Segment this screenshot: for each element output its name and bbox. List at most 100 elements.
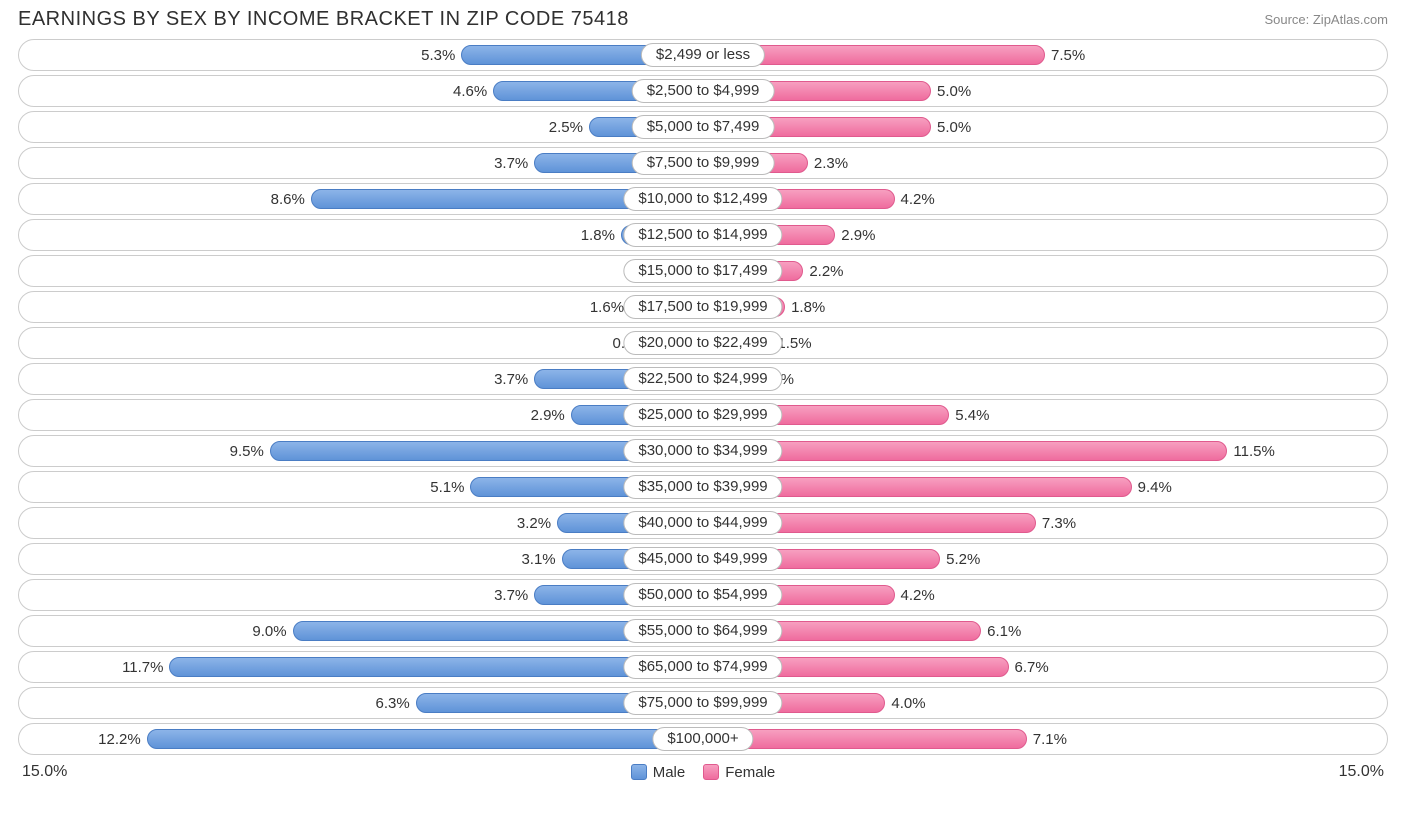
square-icon <box>631 764 647 780</box>
male-half: 0.92% <box>19 328 703 358</box>
female-half: 4.0% <box>703 688 1387 718</box>
chart-row: 3.7%4.2%$50,000 to $54,999 <box>18 579 1388 611</box>
legend-male: Male <box>631 764 686 781</box>
female-half: 5.4% <box>703 400 1387 430</box>
legend-female-label: Female <box>725 764 775 781</box>
male-pct-label: 3.1% <box>515 551 561 568</box>
chart-row: 5.1%9.4%$35,000 to $39,999 <box>18 471 1388 503</box>
category-pill: $2,499 or less <box>641 43 765 67</box>
chart-row: 3.7% 2.3% $7,500 to $9,999 <box>18 147 1388 179</box>
male-bar <box>147 729 703 749</box>
chart-row: 4.6% 5.0% $2,500 to $4,999 <box>18 75 1388 107</box>
male-pct-label: 2.9% <box>525 407 571 424</box>
category-pill: $2,500 to $4,999 <box>632 79 775 103</box>
male-half: 6.3% <box>19 688 703 718</box>
category-pill: $5,000 to $7,499 <box>632 115 775 139</box>
male-half: 3.1% <box>19 544 703 574</box>
chart-row: 3.7% 0.93%$22,500 to $24,999 <box>18 363 1388 395</box>
male-half: 0.52% <box>19 256 703 286</box>
female-pct-label: 5.4% <box>949 407 995 424</box>
female-half: 2.2% <box>703 256 1387 286</box>
category-pill: $22,500 to $24,999 <box>623 367 782 391</box>
category-pill: $75,000 to $99,999 <box>623 691 782 715</box>
female-half: 5.0% <box>703 112 1387 142</box>
female-pct-label: 7.1% <box>1027 731 1073 748</box>
male-pct-label: 5.1% <box>424 479 470 496</box>
legend: Male Female <box>67 764 1338 781</box>
male-pct-label: 4.6% <box>447 83 493 100</box>
male-pct-label: 3.7% <box>488 587 534 604</box>
category-pill: $45,000 to $49,999 <box>623 547 782 571</box>
chart-row: 3.1% 5.2% $45,000 to $49,999 <box>18 543 1388 575</box>
female-half: 1.8% <box>703 292 1387 322</box>
chart-title: EARNINGS BY SEX BY INCOME BRACKET IN ZIP… <box>18 8 629 31</box>
female-pct-label: 7.5% <box>1045 47 1091 64</box>
chart-row: 3.2% 7.3% $40,000 to $44,999 <box>18 507 1388 539</box>
category-pill: $10,000 to $12,499 <box>623 187 782 211</box>
male-pct-label: 3.7% <box>488 371 534 388</box>
female-half: 2.9% <box>703 220 1387 250</box>
male-pct-label: 8.6% <box>265 191 311 208</box>
female-pct-label: 2.3% <box>808 155 854 172</box>
female-pct-label: 4.2% <box>895 191 941 208</box>
female-pct-label: 4.2% <box>895 587 941 604</box>
male-pct-label: 9.0% <box>246 623 292 640</box>
category-pill: $40,000 to $44,999 <box>623 511 782 535</box>
female-half: 4.2% <box>703 580 1387 610</box>
male-half: 3.7% <box>19 580 703 610</box>
male-pct-label: 12.2% <box>92 731 147 748</box>
female-pct-label: 7.3% <box>1036 515 1082 532</box>
male-half: 3.7% <box>19 148 703 178</box>
male-pct-label: 3.2% <box>511 515 557 532</box>
female-half: 11.5% <box>703 436 1387 466</box>
male-half: 11.7% <box>19 652 703 682</box>
chart-source: Source: ZipAtlas.com <box>1264 12 1388 27</box>
female-half: 6.1% <box>703 616 1387 646</box>
female-pct-label: 6.1% <box>981 623 1027 640</box>
legend-male-label: Male <box>653 764 686 781</box>
male-half: 3.7% <box>19 364 703 394</box>
category-pill: $7,500 to $9,999 <box>632 151 775 175</box>
female-pct-label: 1.8% <box>785 299 831 316</box>
chart-row: 1.8% 2.9%$12,500 to $14,999 <box>18 219 1388 251</box>
male-pct-label: 6.3% <box>370 695 416 712</box>
female-pct-label: 9.4% <box>1132 479 1178 496</box>
female-pct-label: 5.2% <box>940 551 986 568</box>
category-pill: $15,000 to $17,499 <box>623 259 782 283</box>
male-half: 9.5% <box>19 436 703 466</box>
male-half: 9.0% <box>19 616 703 646</box>
female-half: 2.3% <box>703 148 1387 178</box>
chart-body: 5.3% 7.5% $2,499 or less 4.6% 5.0% $2,500 to … <box>0 35 1406 755</box>
male-half: 4.6% <box>19 76 703 106</box>
female-half: 7.3% <box>703 508 1387 538</box>
axis-left-max: 15.0% <box>22 763 67 781</box>
male-half: 12.2% <box>19 724 703 754</box>
male-half: 8.6% <box>19 184 703 214</box>
female-pct-label: 5.0% <box>931 83 977 100</box>
male-half: 2.9% <box>19 400 703 430</box>
female-pct-label: 6.7% <box>1009 659 1055 676</box>
male-pct-label: 1.8% <box>575 227 621 244</box>
female-half: 0.93% <box>703 364 1387 394</box>
category-pill: $65,000 to $74,999 <box>623 655 782 679</box>
female-half: 5.0% <box>703 76 1387 106</box>
category-pill: $55,000 to $64,999 <box>623 619 782 643</box>
male-pct-label: 5.3% <box>415 47 461 64</box>
chart-row: 9.0% 6.1% $55,000 to $64,999 <box>18 615 1388 647</box>
female-pct-label: 2.2% <box>803 263 849 280</box>
category-pill: $17,500 to $19,999 <box>623 295 782 319</box>
chart-row: 9.5%11.5%$30,000 to $34,999 <box>18 435 1388 467</box>
female-half: 6.7% <box>703 652 1387 682</box>
chart-row: 0.92%1.5%$20,000 to $22,499 <box>18 327 1388 359</box>
category-pill: $12,500 to $14,999 <box>623 223 782 247</box>
chart-row: 11.7% 6.7% $65,000 to $74,999 <box>18 651 1388 683</box>
chart-row: 12.2%7.1%$100,000+ <box>18 723 1388 755</box>
chart-row: 8.6% 4.2% $10,000 to $12,499 <box>18 183 1388 215</box>
male-half: 1.6% <box>19 292 703 322</box>
chart-footer: 15.0% Male Female 15.0% <box>0 759 1406 781</box>
category-pill: $20,000 to $22,499 <box>623 331 782 355</box>
category-pill: $30,000 to $34,999 <box>623 439 782 463</box>
female-half: 7.5% <box>703 40 1387 70</box>
chart-row: 2.5%5.0%$5,000 to $7,499 <box>18 111 1388 143</box>
chart-row: 5.3% 7.5% $2,499 or less <box>18 39 1388 71</box>
